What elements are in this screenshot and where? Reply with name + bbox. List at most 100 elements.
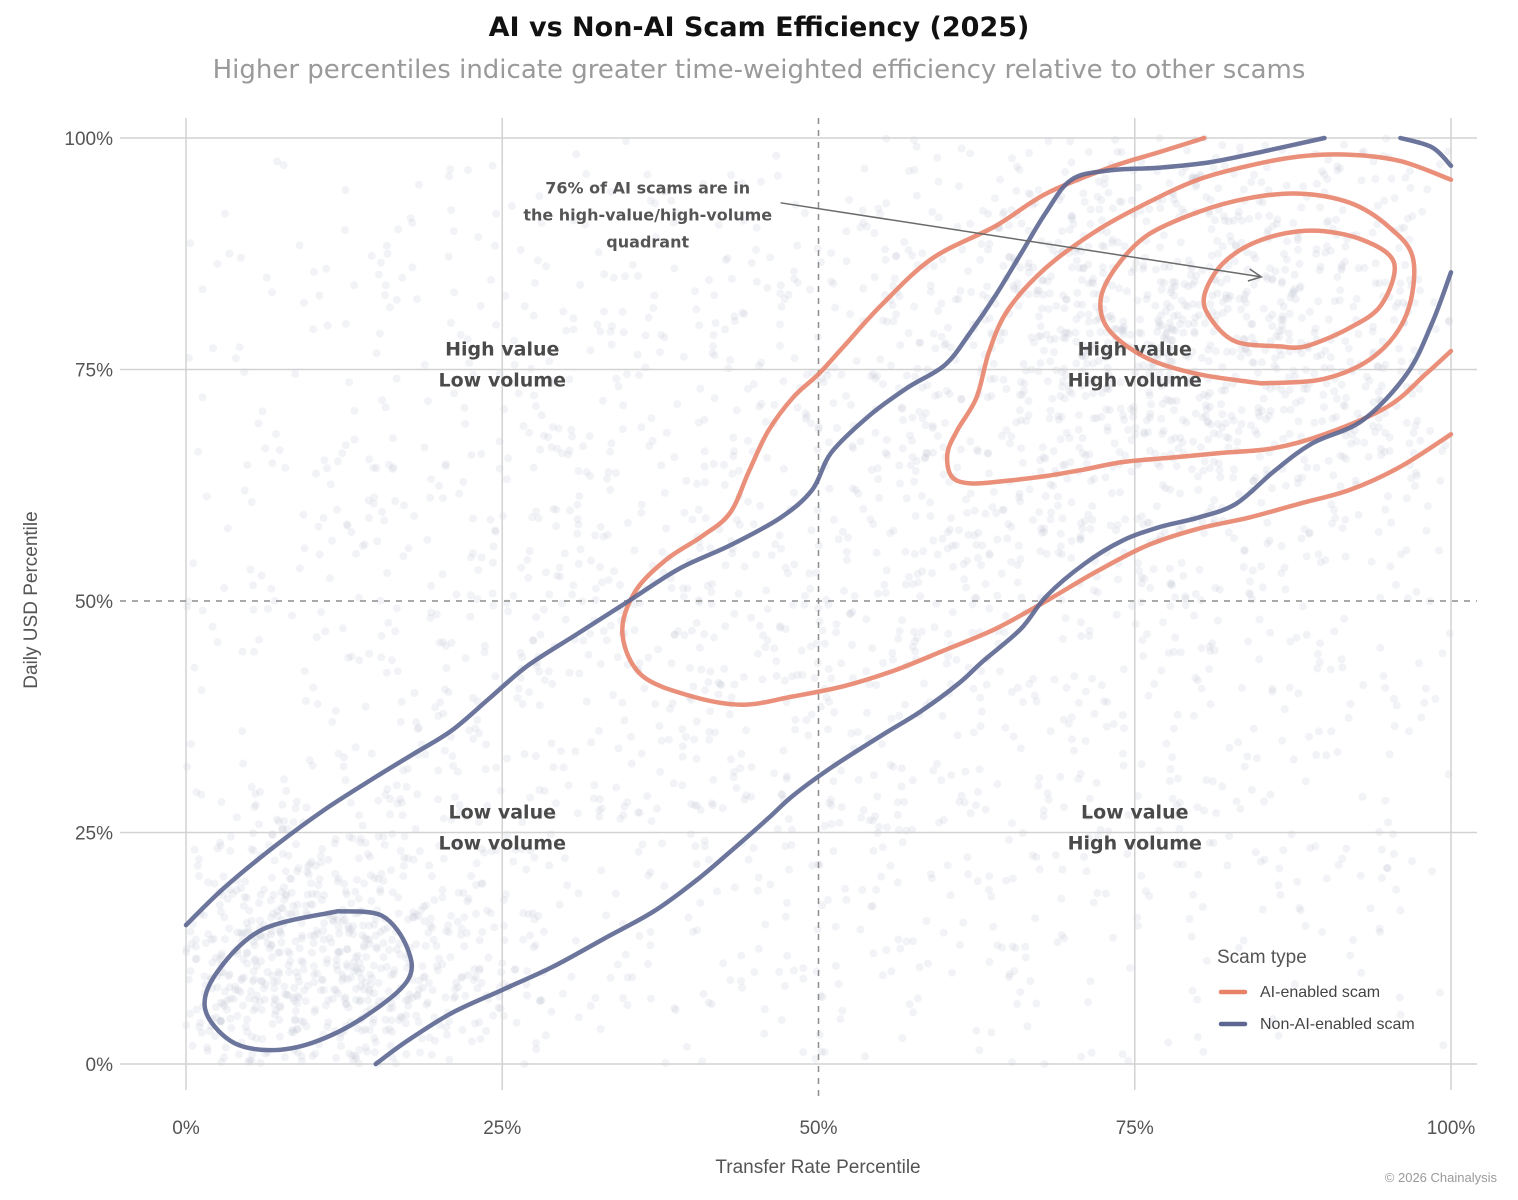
scatter-point — [238, 727, 247, 736]
scatter-point — [492, 763, 501, 772]
scatter-point — [888, 655, 897, 664]
scatter-point — [1078, 434, 1087, 443]
scatter-point — [937, 299, 946, 308]
scatter-point — [782, 898, 791, 907]
scatter-point — [1217, 400, 1225, 409]
scatter-point — [667, 584, 676, 592]
scatter-point — [475, 936, 484, 945]
scatter-point — [827, 819, 836, 828]
scatter-point — [467, 1037, 476, 1046]
scatter-point — [329, 917, 338, 926]
scatter-point — [1227, 237, 1236, 246]
scatter-point — [1423, 502, 1432, 511]
scatter-point — [895, 292, 904, 301]
scatter-point — [523, 991, 532, 1000]
scatter-point — [552, 505, 561, 514]
scatter-point — [1142, 295, 1151, 304]
scatter-point — [1056, 772, 1065, 781]
scatter-point — [191, 955, 200, 964]
scatter-point — [300, 544, 309, 553]
scatter-point — [1318, 928, 1327, 937]
scatter-point — [345, 928, 354, 937]
scatter-point — [1378, 337, 1387, 346]
scatter-point — [892, 252, 901, 261]
scatter-point — [1202, 193, 1211, 202]
scatter-point — [694, 505, 703, 514]
scatter-point — [288, 1025, 297, 1034]
scatter-point — [1067, 735, 1076, 744]
scatter-point — [683, 1042, 691, 1051]
scatter-point — [1239, 936, 1248, 945]
scatter-point — [628, 973, 637, 982]
scatter-point — [1197, 684, 1206, 693]
scatter-point — [1007, 522, 1016, 531]
scatter-point — [637, 749, 646, 758]
scatter-point — [423, 535, 432, 544]
scatter-point — [1310, 370, 1319, 378]
scatter-point — [591, 531, 600, 540]
scatter-point — [1383, 864, 1392, 872]
scatter-point — [226, 832, 235, 841]
scatter-point — [1316, 262, 1325, 271]
scatter-point — [1260, 855, 1269, 864]
scatter-point — [559, 763, 568, 772]
scatter-point — [1159, 481, 1167, 490]
scatter-point — [873, 464, 882, 473]
scatter-point — [867, 902, 875, 911]
scatter-point — [531, 402, 540, 411]
scatter-point — [591, 596, 600, 604]
scatter-point — [1236, 352, 1245, 361]
scatter-point — [1265, 211, 1274, 220]
scatter-point — [908, 251, 916, 260]
scatter-point — [879, 380, 887, 388]
scatter-point — [185, 1009, 194, 1018]
scatter-point — [413, 790, 422, 799]
scatter-point — [820, 1048, 829, 1057]
scatter-point — [450, 288, 459, 297]
scatter-point — [773, 171, 782, 180]
scatter-point — [1115, 344, 1124, 353]
scatter-point — [889, 317, 898, 326]
scatter-point — [1249, 476, 1258, 485]
scatter-point — [291, 937, 300, 946]
scatter-point — [1036, 467, 1045, 476]
scatter-point — [1315, 658, 1324, 667]
scatter-point — [789, 600, 797, 609]
scatter-point — [217, 1058, 226, 1067]
scatter-point — [1374, 528, 1383, 536]
scatter-point — [939, 816, 948, 824]
scatter-point — [1328, 414, 1337, 423]
scatter-point — [638, 840, 647, 849]
scatter-point — [1357, 176, 1366, 185]
scatter-point — [779, 746, 788, 755]
scatter-point — [875, 823, 884, 831]
scatter-point — [830, 363, 839, 372]
scatter-point — [877, 740, 886, 748]
scatter-point — [928, 569, 937, 578]
scatter-point — [1134, 921, 1143, 930]
scatter-point — [1224, 217, 1233, 226]
scatter-point — [1020, 386, 1029, 395]
scatter-point — [1081, 392, 1090, 400]
scatter-point — [660, 187, 669, 196]
scatter-point — [1206, 389, 1215, 397]
scatter-point — [600, 307, 609, 316]
scatter-point — [762, 586, 771, 595]
scatter-point — [1166, 288, 1175, 297]
scatter-point — [370, 989, 379, 998]
chart-title: AI vs Non-AI Scam Efficiency (2025) — [489, 12, 1030, 43]
scatter-point — [1332, 413, 1340, 422]
scatter-point — [710, 291, 719, 300]
scatter-point — [555, 900, 564, 909]
scatter-point — [829, 847, 838, 856]
scatter-point — [249, 967, 258, 976]
scatter-point — [1084, 812, 1092, 821]
scatter-point — [870, 229, 879, 237]
scatter-point — [1256, 857, 1265, 866]
scatter-point — [933, 550, 942, 559]
scatter-point — [342, 960, 351, 969]
scatter-point — [1081, 736, 1090, 745]
scatter-point — [1445, 316, 1454, 325]
scatter-point — [343, 975, 352, 984]
scatter-point — [195, 1022, 204, 1031]
